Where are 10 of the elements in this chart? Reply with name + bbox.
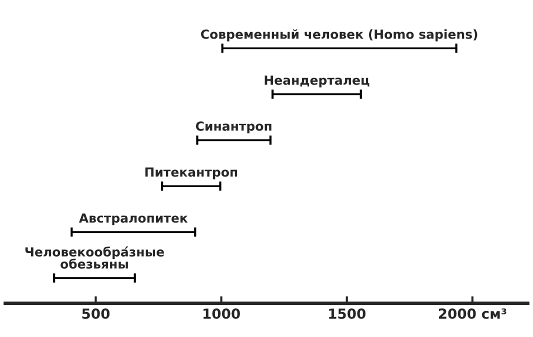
x-tick-label: 1000	[204, 308, 240, 319]
y-tick-label: Синантроп	[196, 121, 272, 134]
x-tick-label: 500	[82, 308, 110, 319]
y-tick-label: Австралопитек	[78, 213, 188, 226]
x-tick-label: 1500	[329, 308, 366, 319]
y-tick-label: Человекообра́зные обезьяны	[25, 246, 164, 269]
y-tick-label: Неандерталец	[264, 76, 370, 88]
x-tick-label: 2000 см³	[438, 308, 506, 319]
y-tick-label: Питекантроп	[145, 168, 238, 180]
y-tick-label: Современный человек (Homo sapiens)	[201, 29, 478, 42]
